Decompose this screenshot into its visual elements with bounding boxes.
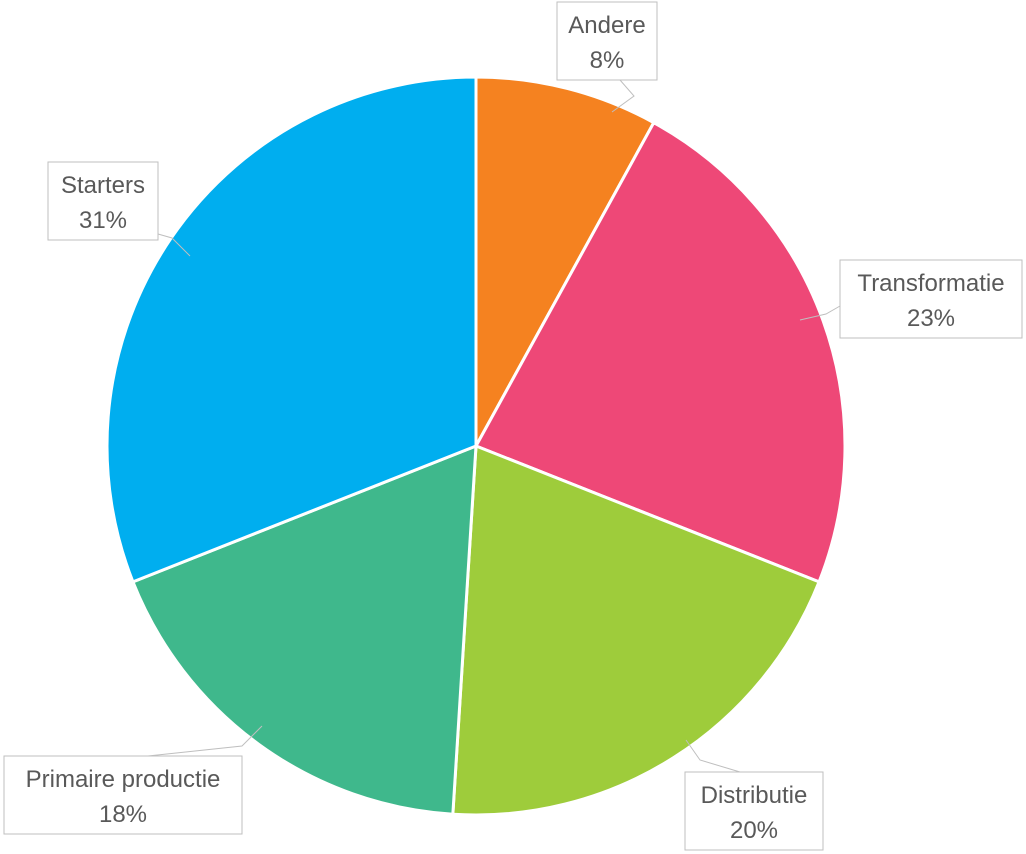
data-label: Starters 31% (47, 161, 159, 241)
pie-slice-primaire-productie (131, 444, 478, 816)
leader-line (685, 739, 741, 773)
data-label: Transformatie 23% (839, 259, 1023, 339)
data-label-box (3, 755, 243, 835)
data-label: Andere 8% (556, 1, 658, 81)
leader-line (611, 79, 635, 113)
data-label: Distributie 20% (684, 771, 824, 851)
data-label-box (556, 1, 658, 81)
data-labels: Andere 8% Transformatie 23% Distributie 20% Pr… (3, 1, 1023, 851)
data-label-category: Primaire productie (26, 766, 221, 793)
pie-slice-transformatie (474, 121, 847, 584)
leader-line (147, 725, 263, 757)
leader-line (799, 305, 841, 321)
data-label-value: 23% (907, 305, 955, 332)
data-label-value: 18% (99, 801, 147, 828)
data-label-value: 31% (79, 207, 127, 234)
data-label-category: Distributie (701, 782, 808, 809)
data-label-category: Andere (568, 12, 645, 39)
data-label: Primaire productie 18% (3, 755, 243, 835)
pie-slices (105, 75, 847, 817)
pie-slice-starters (105, 75, 478, 584)
data-label-box (684, 771, 824, 851)
pie-slice-distributie (451, 444, 821, 817)
pie-slice-andere (474, 75, 656, 448)
data-label-category: Starters (61, 172, 145, 199)
data-label-box (839, 259, 1023, 339)
data-label-box (47, 161, 159, 241)
leader-line (157, 233, 191, 257)
label-leader-lines (147, 79, 841, 773)
data-label-value: 20% (730, 817, 778, 844)
data-label-value: 8% (590, 47, 625, 74)
data-label-category: Transformatie (857, 270, 1004, 297)
